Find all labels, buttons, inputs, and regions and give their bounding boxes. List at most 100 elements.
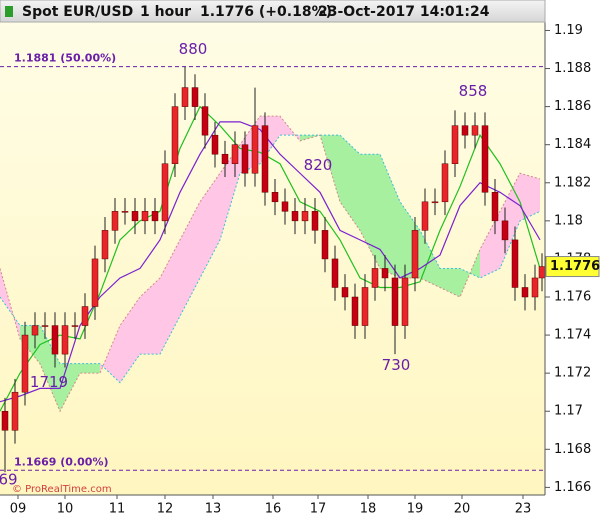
axes: 1.1661.1681.171.1721.1741.1761.1781.181.…	[10, 23, 600, 517]
cloud-segment	[200, 173, 220, 278]
cloud-segment	[320, 135, 340, 202]
candle-body	[391, 277, 399, 326]
y-tick-label: 1.184	[554, 137, 591, 152]
candle-body	[311, 211, 319, 231]
x-tick-label: 10	[57, 502, 74, 517]
candle-body	[531, 277, 539, 298]
candle-body	[151, 211, 159, 222]
candle-body	[481, 125, 489, 193]
candle-body	[341, 287, 349, 298]
cloud-segment	[340, 135, 360, 231]
candle-body	[171, 106, 179, 164]
y-tick-label: 1.186	[554, 99, 591, 114]
candle-body	[11, 391, 19, 431]
candle-body	[211, 134, 219, 155]
y-tick-label: 1.174	[554, 328, 591, 343]
cloud-segment	[180, 201, 200, 317]
interval: 1 hour	[140, 4, 191, 20]
y-tick-label: 1.166	[554, 480, 591, 495]
candle-body	[51, 325, 59, 355]
candle-body	[1, 410, 9, 431]
cloud-segment	[80, 363, 100, 374]
level-label: 1.1881 (50.00%)	[14, 52, 116, 65]
candle-body	[111, 211, 119, 231]
candle-body	[261, 125, 269, 193]
plot-background	[0, 0, 545, 495]
last-price-tag	[545, 256, 600, 278]
candle-body	[491, 192, 499, 222]
candle-body	[321, 230, 329, 260]
candle-body	[381, 268, 389, 279]
candle-body	[21, 334, 29, 393]
candle-body	[241, 144, 249, 174]
y-tick-label: 1.172	[554, 366, 591, 381]
level-label: 1.1669 (0.00%)	[14, 455, 109, 468]
y-tick-label: 1.176	[554, 290, 591, 305]
indicator-line	[0, 121, 541, 403]
annotation: 730	[382, 356, 411, 374]
candle-body	[101, 230, 109, 260]
candle-body	[411, 230, 419, 279]
candle-body	[451, 125, 459, 164]
annotation: 858	[459, 82, 488, 100]
x-tick-label: 18	[360, 502, 377, 517]
candle-body	[141, 211, 149, 222]
header-bar	[0, 0, 546, 23]
x-tick-label: 16	[265, 502, 282, 517]
cloud-segment	[40, 325, 60, 412]
y-tick-label: 1.188	[554, 61, 591, 76]
candle-body	[441, 163, 449, 203]
candle-body	[121, 211, 129, 213]
candle-body	[538, 266, 545, 279]
annotation: 880	[179, 40, 208, 58]
y-tick-label: 1.182	[554, 175, 591, 190]
annotation: 69	[0, 470, 18, 488]
indicator-line	[0, 105, 541, 412]
candle-body	[371, 268, 379, 288]
cloud-segment	[520, 173, 540, 221]
last-price-label: 1.1776	[550, 259, 600, 274]
y-tick-label: 1.168	[554, 442, 591, 457]
instrument: Spot EUR/USD	[22, 4, 133, 20]
cloud-segment	[360, 154, 380, 269]
candle-body	[301, 211, 309, 222]
candle-body	[521, 287, 529, 298]
candle-body	[71, 325, 79, 327]
candle-body	[351, 296, 359, 326]
x-tick-label: 13	[205, 502, 222, 517]
y-tick-label: 1.18	[554, 213, 583, 228]
candle-body	[461, 125, 469, 136]
timestamp: 23-Oct-2017 14:01:24	[318, 4, 490, 20]
candle-body	[331, 258, 339, 288]
candle-body	[511, 239, 519, 288]
cloud-span	[0, 115, 541, 413]
candle-body	[221, 153, 229, 164]
candle-body	[41, 325, 49, 327]
candle-body	[251, 125, 259, 174]
watermark: © ProRealTime.com	[12, 484, 112, 495]
candle-body	[361, 287, 369, 326]
change: 1.1776 (+0.18%)	[200, 4, 332, 20]
candle-body	[181, 87, 189, 107]
candle-body	[431, 201, 439, 204]
annotation: 1719	[30, 373, 68, 391]
y-tick-label: 1.19	[554, 23, 583, 38]
candle-body	[231, 144, 239, 164]
cloud-segment	[60, 363, 80, 412]
x-tick-label: 12	[157, 502, 174, 517]
x-tick-label: 17	[310, 502, 327, 517]
candle-body	[81, 306, 89, 326]
candle-body	[501, 220, 509, 241]
y-tick-label: 1.17	[554, 404, 583, 419]
candle-body	[291, 211, 299, 222]
x-tick-label: 23	[515, 502, 532, 517]
x-tick-label: 09	[10, 502, 27, 517]
cloud-segment	[140, 277, 160, 355]
candle-body	[131, 211, 139, 222]
x-tick-label: 19	[407, 502, 424, 517]
annotation: 820	[304, 156, 333, 174]
candle-body	[281, 201, 289, 212]
x-tick-label: 20	[454, 502, 471, 517]
candle-body	[201, 106, 209, 136]
